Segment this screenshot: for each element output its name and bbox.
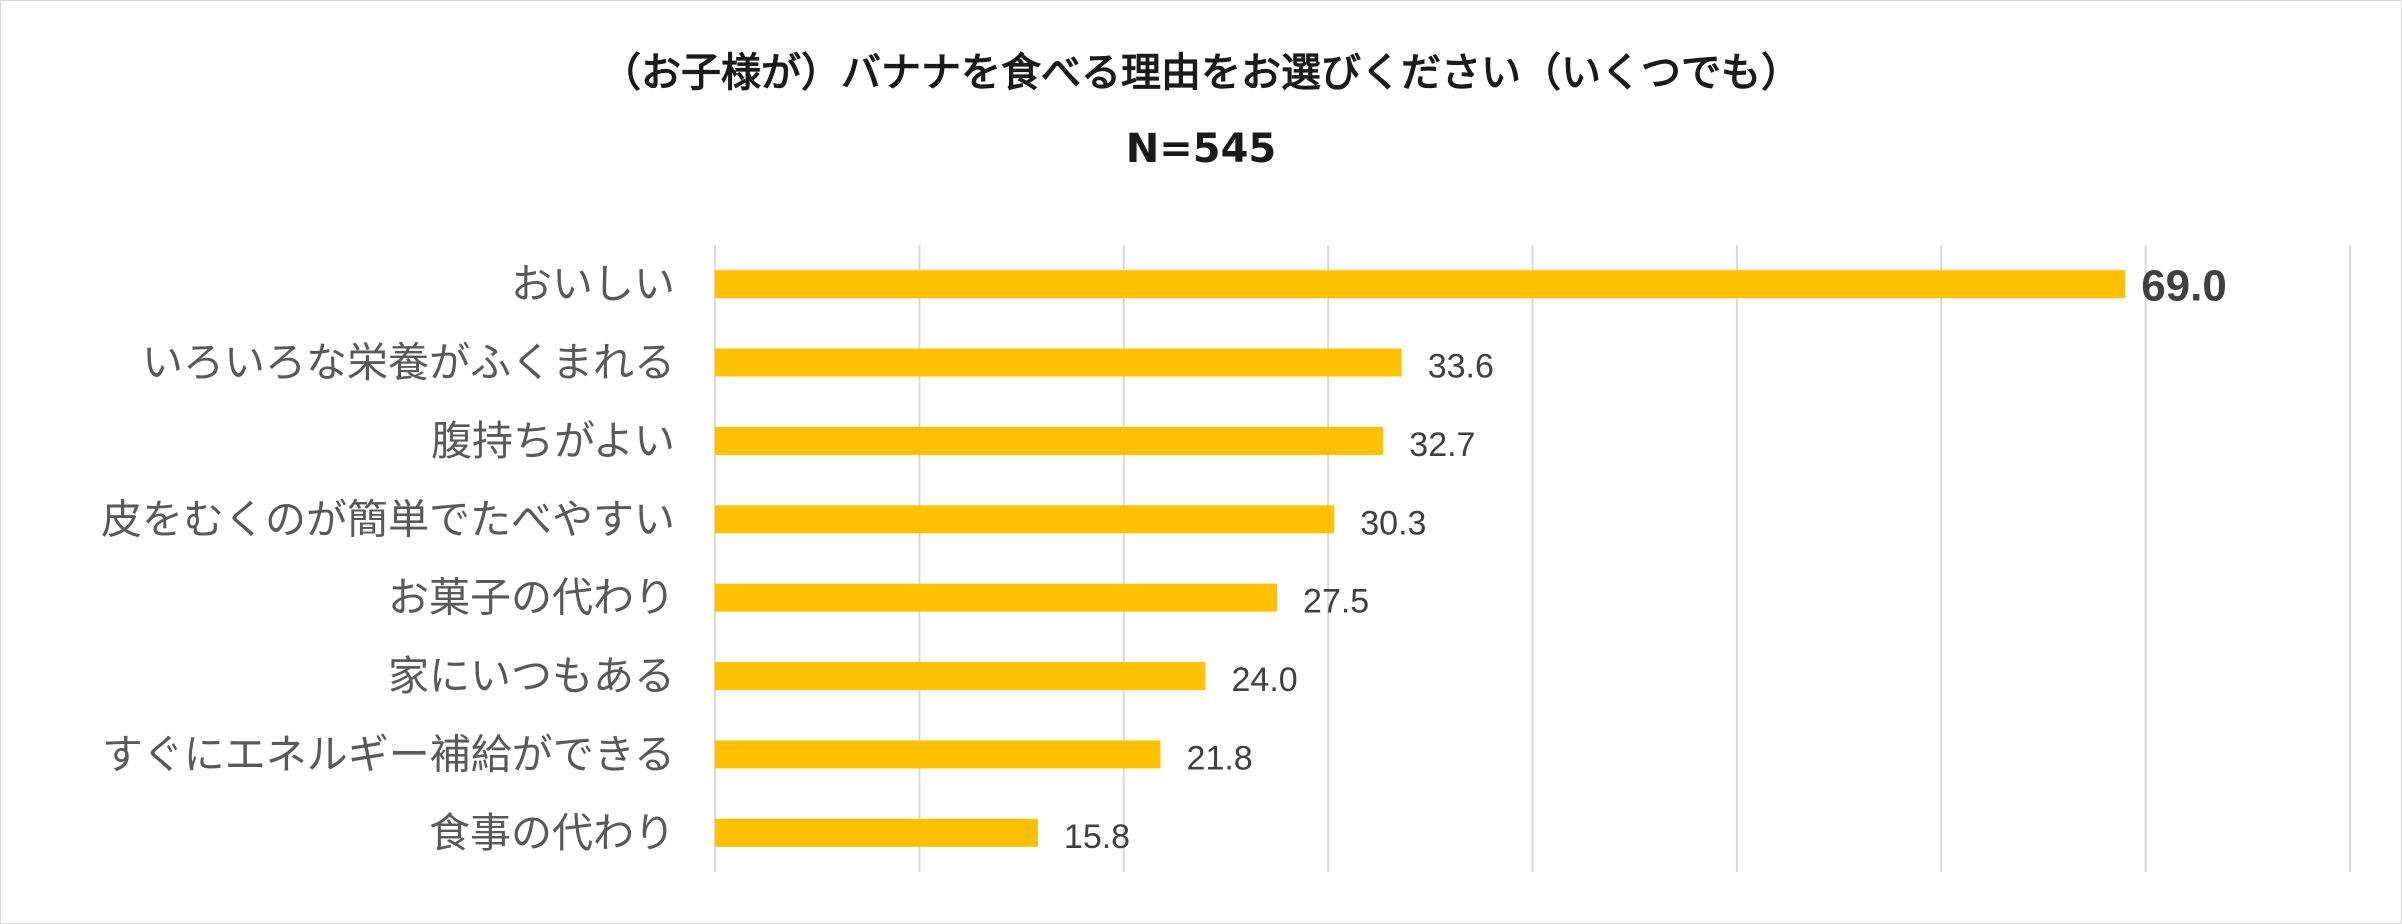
bar	[715, 818, 1038, 847]
category-label: 腹持ちがよい	[431, 417, 675, 465]
value-label: 33.6	[1428, 348, 1494, 386]
bar	[715, 270, 2126, 299]
value-label: 32.7	[1409, 426, 1475, 464]
category-label: いろいろな栄養がふくまれる	[142, 339, 675, 387]
bar	[715, 348, 1402, 377]
category-label: 家にいつもある	[388, 652, 675, 700]
category-label: 皮をむくのが簡単でたべやすい	[101, 495, 675, 543]
bars	[715, 270, 2126, 847]
bar	[715, 583, 1278, 612]
chart-subtitle: N=545	[1125, 126, 1277, 172]
bar	[715, 426, 1384, 455]
bar	[715, 662, 1206, 691]
value-label: 24.0	[1232, 661, 1298, 699]
value-labels: 69.0 33.6 32.7 30.3 27.5 24.0 21.8 15.8	[1064, 262, 2227, 856]
category-labels: おいしいいろいろな栄養がふくまれる腹持ちがよい皮をむくのが簡単でたべやすいお菓子…	[101, 260, 675, 857]
value-label: 69.0	[2141, 262, 2227, 311]
bar	[715, 505, 1335, 534]
value-label: 30.3	[1360, 504, 1426, 542]
bar	[715, 740, 1161, 769]
category-label: すぐにエネルギー補給ができる	[102, 730, 675, 778]
value-label: 21.8	[1187, 739, 1253, 777]
value-label: 27.5	[1303, 583, 1369, 621]
category-label: 食事の代わり	[429, 809, 675, 857]
gridlines	[714, 245, 2351, 872]
value-label: 15.8	[1064, 818, 1130, 856]
category-label: おいしい	[511, 260, 675, 308]
chart-title: （お子様が）バナナを食べる理由をお選びください（いくつでも）	[601, 50, 1801, 96]
category-label: お菓子の代わり	[388, 574, 675, 622]
